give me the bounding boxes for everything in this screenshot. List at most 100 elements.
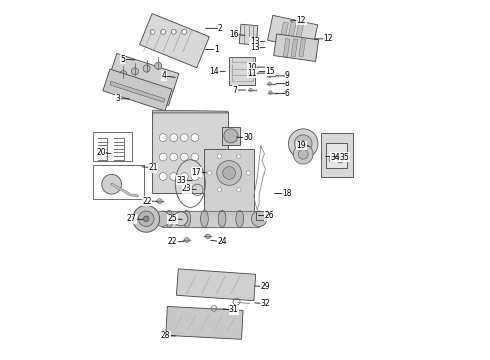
Circle shape — [217, 154, 221, 158]
Circle shape — [180, 153, 188, 161]
Text: 21: 21 — [148, 163, 158, 172]
Circle shape — [139, 211, 154, 226]
Circle shape — [294, 135, 312, 153]
Circle shape — [237, 154, 241, 158]
Circle shape — [205, 234, 210, 239]
Circle shape — [191, 172, 199, 180]
Circle shape — [338, 158, 343, 163]
Text: 6: 6 — [285, 89, 290, 98]
Polygon shape — [103, 69, 172, 111]
Text: 5: 5 — [121, 55, 126, 64]
Text: 31: 31 — [229, 305, 239, 314]
Text: 2: 2 — [218, 24, 222, 33]
Circle shape — [170, 153, 177, 161]
Circle shape — [217, 161, 242, 185]
Text: 18: 18 — [283, 189, 292, 198]
Text: 35: 35 — [340, 153, 349, 162]
Polygon shape — [176, 269, 256, 301]
Circle shape — [246, 171, 251, 175]
Text: 10: 10 — [247, 63, 257, 72]
Polygon shape — [204, 149, 254, 215]
Text: 8: 8 — [285, 79, 290, 88]
Circle shape — [161, 30, 166, 34]
Text: 27: 27 — [126, 214, 136, 223]
Text: 33: 33 — [176, 176, 186, 185]
Circle shape — [237, 188, 241, 192]
Text: 32: 32 — [261, 299, 270, 308]
Text: 29: 29 — [261, 282, 270, 291]
Polygon shape — [166, 306, 243, 339]
Polygon shape — [106, 53, 179, 105]
Text: 4: 4 — [161, 71, 166, 80]
Circle shape — [223, 167, 236, 179]
Circle shape — [159, 172, 167, 180]
Circle shape — [174, 212, 188, 226]
Text: 12: 12 — [297, 16, 306, 25]
Polygon shape — [239, 24, 258, 45]
Circle shape — [182, 30, 187, 34]
Polygon shape — [287, 22, 296, 43]
Ellipse shape — [236, 210, 244, 227]
Circle shape — [120, 71, 127, 78]
Circle shape — [329, 157, 334, 162]
Text: 7: 7 — [233, 86, 238, 95]
Circle shape — [172, 30, 176, 34]
Bar — [93, 165, 145, 199]
Circle shape — [170, 134, 177, 141]
Polygon shape — [321, 133, 353, 177]
Circle shape — [180, 172, 188, 180]
Bar — [93, 132, 132, 161]
Circle shape — [294, 144, 313, 164]
Polygon shape — [268, 15, 318, 50]
Polygon shape — [110, 81, 165, 102]
Circle shape — [157, 199, 162, 204]
Circle shape — [269, 91, 272, 94]
Text: 19: 19 — [296, 141, 306, 150]
Circle shape — [217, 188, 221, 192]
Text: 14: 14 — [210, 67, 219, 76]
Circle shape — [251, 211, 267, 226]
Polygon shape — [110, 81, 165, 102]
Circle shape — [191, 134, 199, 141]
Circle shape — [249, 66, 252, 69]
Text: 12: 12 — [323, 34, 333, 43]
Circle shape — [155, 62, 162, 69]
Text: 34: 34 — [331, 153, 341, 162]
Circle shape — [143, 65, 150, 72]
Polygon shape — [110, 81, 165, 102]
Polygon shape — [152, 112, 228, 193]
Circle shape — [159, 153, 167, 161]
Circle shape — [191, 153, 199, 161]
Circle shape — [289, 129, 318, 158]
Text: 25: 25 — [168, 214, 177, 223]
Circle shape — [159, 134, 167, 141]
Polygon shape — [274, 34, 318, 62]
Text: 13: 13 — [250, 43, 259, 52]
Polygon shape — [229, 57, 255, 85]
Text: 9: 9 — [285, 71, 290, 80]
Text: 17: 17 — [192, 168, 201, 177]
Polygon shape — [283, 39, 290, 57]
Circle shape — [150, 30, 155, 34]
Ellipse shape — [218, 210, 226, 227]
Circle shape — [249, 88, 252, 92]
Circle shape — [131, 68, 139, 75]
Circle shape — [300, 141, 306, 147]
Circle shape — [154, 211, 170, 226]
Text: 24: 24 — [217, 237, 227, 246]
Circle shape — [268, 82, 271, 85]
Text: 1: 1 — [215, 45, 219, 54]
Polygon shape — [256, 211, 266, 220]
Polygon shape — [140, 14, 209, 68]
Circle shape — [249, 71, 252, 75]
Polygon shape — [295, 22, 304, 43]
Polygon shape — [279, 22, 288, 43]
Text: 13: 13 — [250, 37, 259, 46]
Text: 20: 20 — [96, 148, 106, 157]
Polygon shape — [299, 39, 305, 57]
Circle shape — [170, 172, 177, 180]
Circle shape — [180, 134, 188, 141]
Text: 3: 3 — [116, 94, 121, 103]
Text: 15: 15 — [265, 67, 274, 76]
Polygon shape — [221, 127, 240, 145]
